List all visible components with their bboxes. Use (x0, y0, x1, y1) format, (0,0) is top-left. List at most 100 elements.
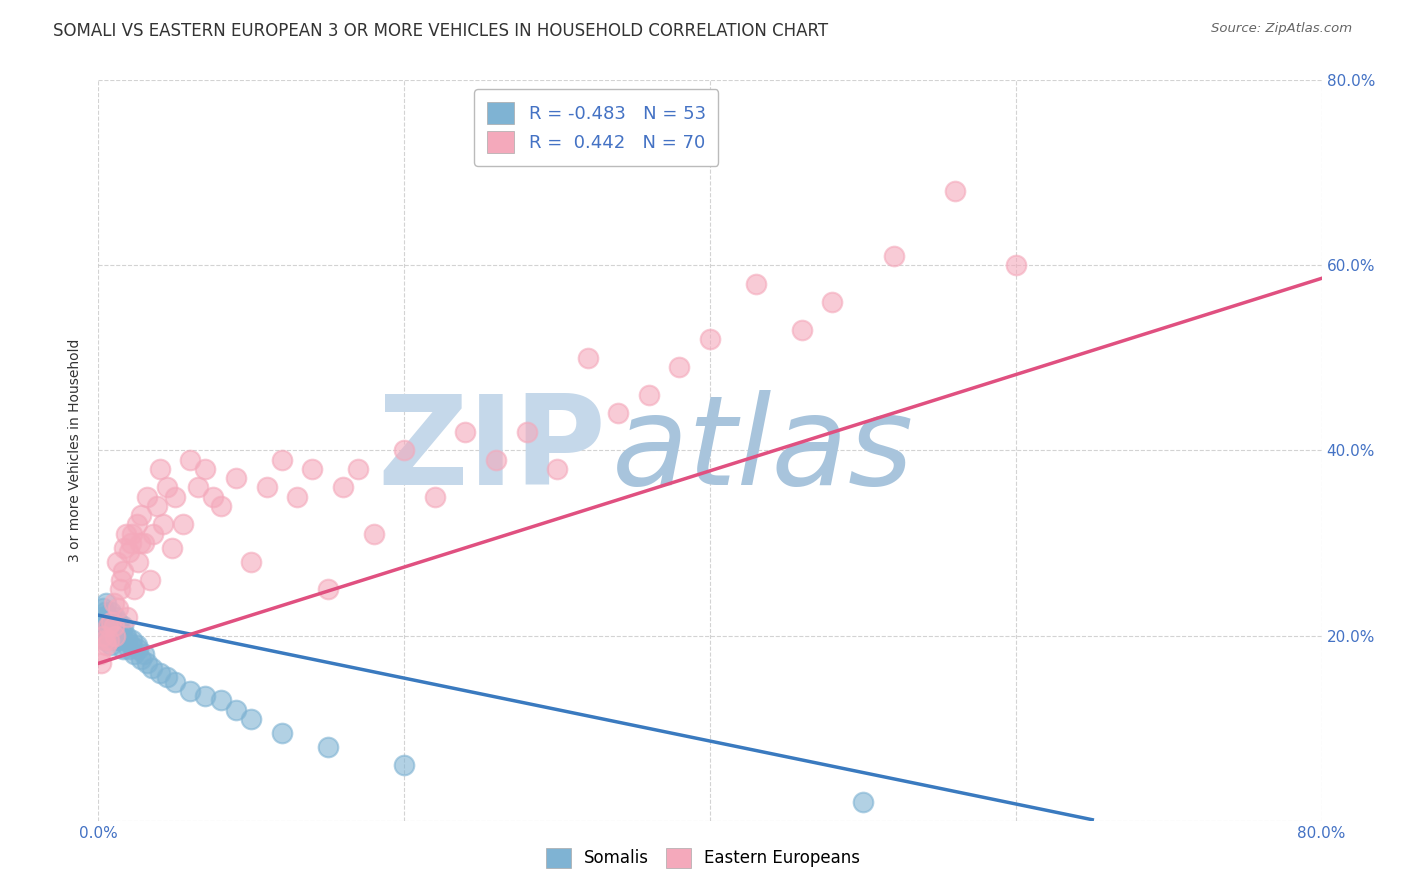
Point (89, 610, 111, 624)
Point (89, 628, 111, 642)
Point (129, 651, 152, 665)
Legend: R = -0.483   N = 53, R =  0.442   N = 70: R = -0.483 N = 53, R = 0.442 N = 70 (474, 89, 718, 166)
Point (103, 596, 125, 610)
Point (156, 481, 179, 495)
Point (105, 628, 128, 642)
Point (118, 642, 141, 657)
Point (332, 481, 354, 495)
Point (105, 619, 128, 633)
Point (607, 407, 630, 421)
Point (122, 582, 145, 597)
Point (111, 619, 134, 633)
Point (485, 452, 508, 467)
Point (285, 490, 308, 504)
Point (852, 795, 875, 809)
Point (105, 554, 128, 569)
Point (209, 499, 232, 513)
Point (316, 582, 339, 597)
Point (120, 536, 142, 550)
Point (240, 554, 263, 569)
Point (141, 661, 163, 675)
Point (91, 628, 114, 642)
Point (152, 517, 174, 532)
Point (149, 462, 172, 476)
Point (225, 703, 247, 717)
Point (101, 628, 124, 642)
Point (93, 633, 115, 648)
Point (103, 615, 125, 629)
Point (115, 628, 138, 642)
Point (790, 323, 813, 337)
Point (108, 628, 131, 642)
Point (454, 425, 477, 439)
Point (172, 517, 194, 532)
Point (101, 619, 124, 633)
Point (97, 628, 120, 642)
Point (107, 633, 129, 648)
Point (100, 615, 122, 629)
Point (160, 541, 183, 555)
Point (97, 619, 120, 633)
Point (125, 638, 148, 652)
Point (110, 624, 132, 638)
Point (108, 582, 131, 597)
Point (149, 665, 172, 680)
Point (98, 633, 121, 648)
Point (142, 526, 165, 541)
Point (117, 633, 139, 648)
Y-axis label: 3 or more Vehicles in Household: 3 or more Vehicles in Household (69, 339, 83, 562)
Point (546, 462, 568, 476)
Text: ZIP: ZIP (377, 390, 606, 511)
Point (392, 443, 416, 458)
Point (121, 633, 143, 648)
Point (1004, 259, 1026, 273)
Point (745, 277, 768, 291)
Point (134, 536, 156, 550)
Point (103, 633, 125, 648)
Point (112, 633, 135, 648)
Point (94, 638, 117, 652)
Point (139, 573, 162, 587)
Point (194, 689, 217, 703)
Point (136, 657, 159, 671)
Legend: Somalis, Eastern Europeans: Somalis, Eastern Europeans (538, 841, 868, 875)
Point (883, 249, 905, 263)
Point (423, 490, 446, 504)
Point (90, 657, 112, 671)
Point (125, 517, 148, 532)
Point (240, 712, 263, 726)
Point (576, 351, 599, 365)
Point (107, 615, 129, 629)
Point (94, 596, 117, 610)
Point (129, 508, 152, 523)
Point (89, 647, 111, 661)
Point (668, 360, 690, 375)
Point (104, 624, 127, 638)
Point (91, 600, 114, 615)
Point (163, 674, 186, 689)
Point (98, 615, 121, 629)
Point (103, 619, 125, 633)
Point (93, 633, 115, 648)
Point (100, 638, 122, 652)
Point (209, 693, 232, 707)
Point (111, 642, 134, 657)
Text: Source: ZipAtlas.com: Source: ZipAtlas.com (1212, 22, 1353, 36)
Point (128, 536, 150, 550)
Point (115, 526, 138, 541)
Point (301, 462, 323, 476)
Point (256, 481, 278, 495)
Point (104, 610, 127, 624)
Point (104, 628, 127, 642)
Point (943, 184, 966, 198)
Point (90, 615, 112, 629)
Point (637, 388, 661, 402)
Point (194, 462, 217, 476)
Point (98, 624, 121, 638)
Point (363, 526, 385, 541)
Point (121, 526, 143, 541)
Point (187, 481, 209, 495)
Point (118, 545, 141, 559)
Point (100, 606, 122, 620)
Point (93, 606, 115, 620)
